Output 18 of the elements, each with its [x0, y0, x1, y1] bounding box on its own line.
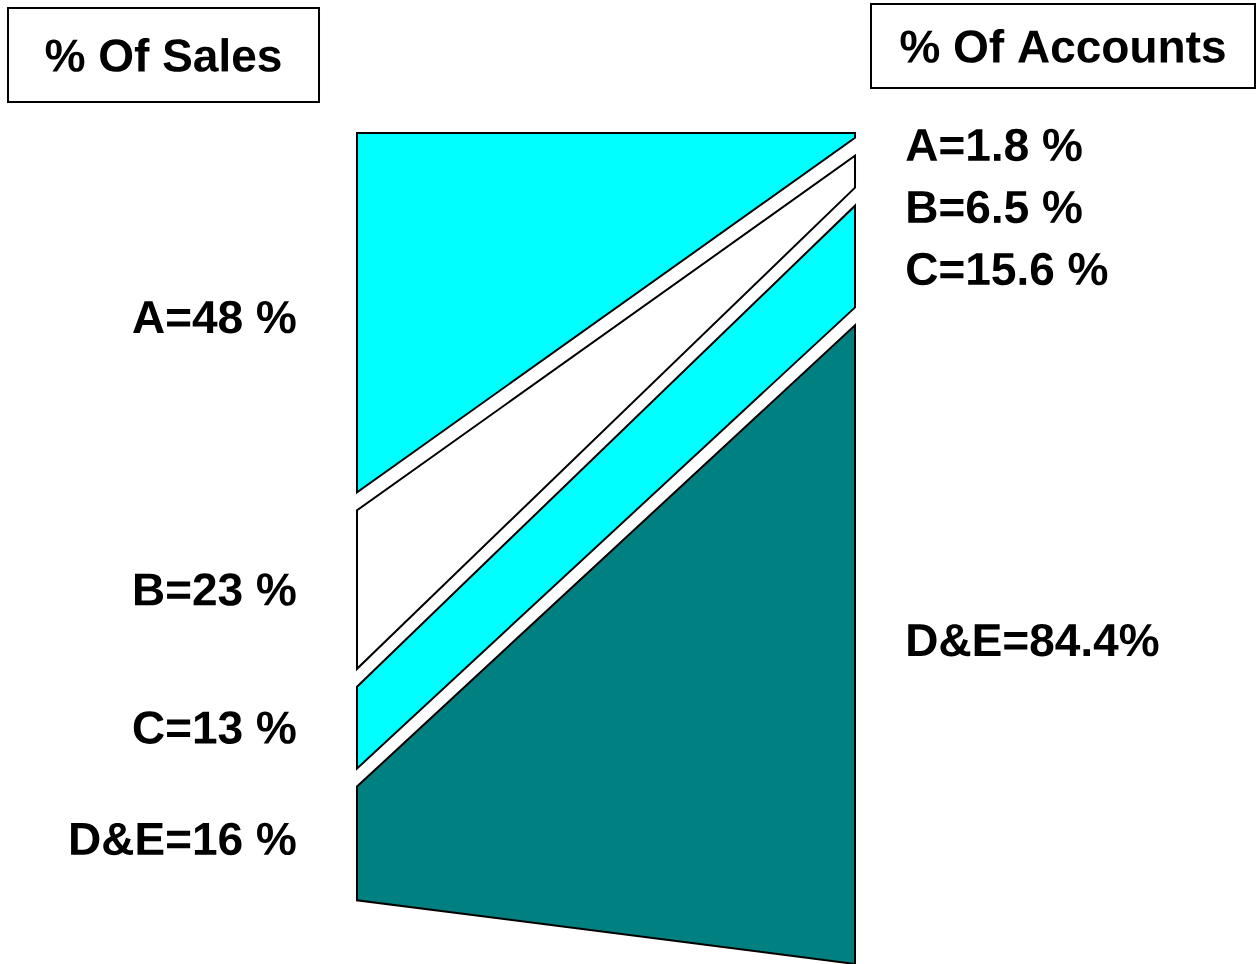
text: % Of Sales: [45, 38, 281, 72]
data-label: =16 %: [167, 822, 296, 856]
category-label: A: [906, 129, 938, 161]
category-label: D&E: [71, 822, 164, 856]
category-label: B: [908, 191, 937, 223]
data-label: =6.5 %: [940, 190, 1082, 224]
category-label: C: [133, 711, 164, 744]
category-label: C: [907, 252, 938, 286]
data-label: =48 %: [167, 300, 296, 334]
data-label: =13 %: [167, 711, 296, 744]
category-label: D&E: [908, 624, 1001, 657]
data-label: =1.8 %: [940, 128, 1082, 162]
data-label: =84.4%: [1004, 623, 1159, 657]
data-label: =15.6 %: [940, 252, 1108, 286]
text: % Of Accounts: [900, 29, 1225, 63]
category-label: B: [134, 573, 164, 606]
category-label: A: [133, 301, 164, 333]
data-label: =23 %: [167, 573, 296, 606]
